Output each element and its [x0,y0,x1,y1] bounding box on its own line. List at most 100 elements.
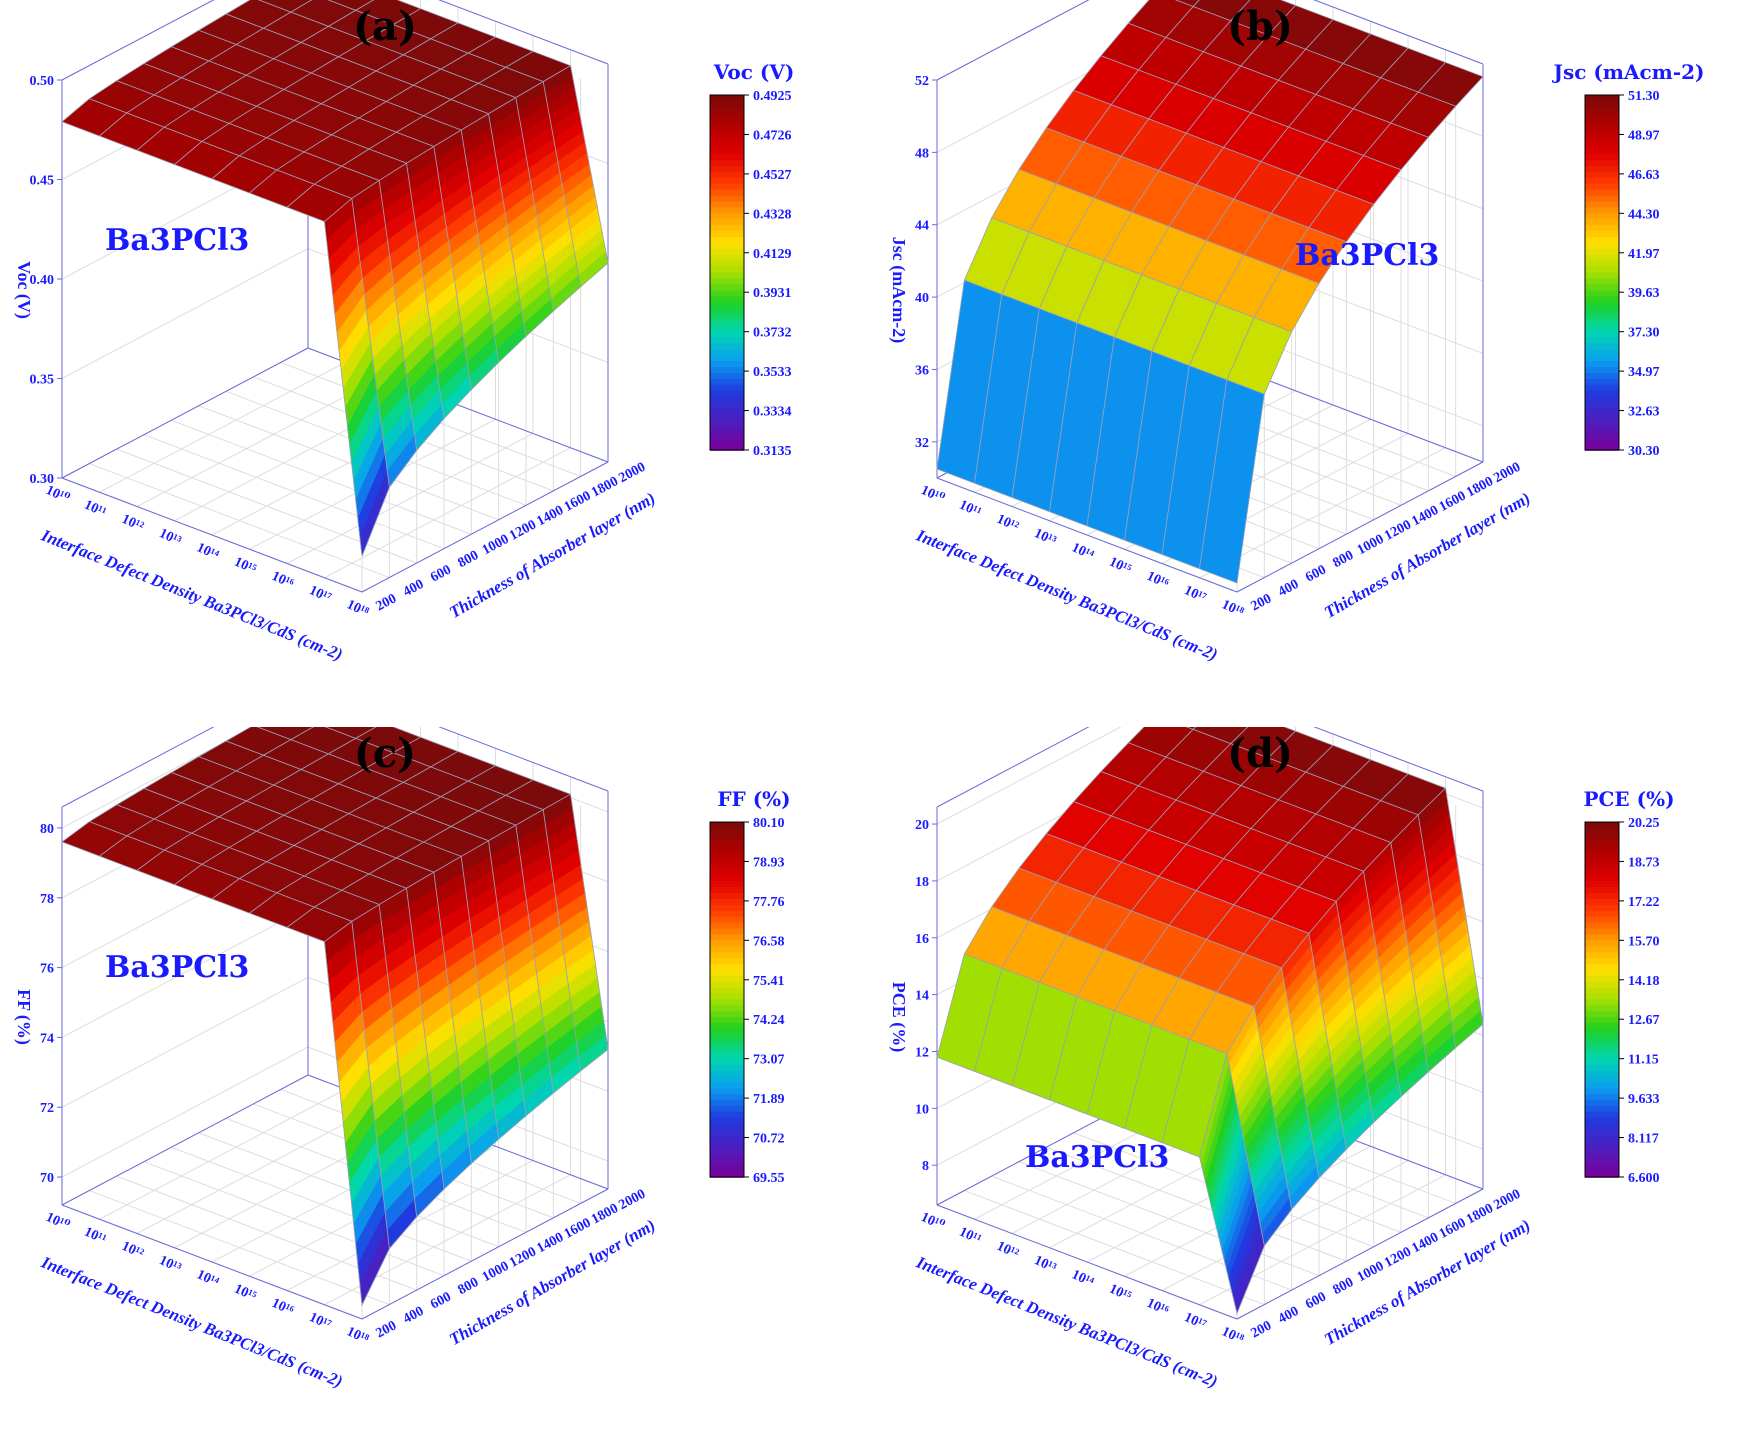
colorbar-tick-label: 75.41 [753,974,785,989]
y-tick-label: 200 [1249,1318,1275,1341]
chart-panel-b: 32 36 40 44 48 52 10¹⁰ 10¹¹ 10¹² 10¹³ 10¹⁴ 10¹⁵ 10¹⁶… [875,0,1750,727]
colorbar-band [1585,898,1619,906]
z-tick-label: 48 [915,146,929,161]
x-tick-label: 10¹³ [1032,1253,1059,1276]
colorbar-tick-label: 77.76 [753,895,785,910]
floor-gridline [143,1161,445,1277]
x-tick-label: 10¹¹ [82,498,109,521]
colorbar-band [1585,1135,1619,1143]
colorbar-band [710,284,744,292]
frame-edge [1313,0,1484,65]
y-tick-label: 1000 [1355,1259,1387,1285]
floor-gridline [99,361,346,493]
colorbar-band [710,325,744,333]
colorbar-tick-label: 11.15 [1628,1053,1659,1068]
colorbar-title: FF (%) [717,787,790,811]
colorbar-band [710,95,744,102]
z-tick-label: 44 [915,219,929,234]
colorbar-band [710,1123,744,1131]
z-tick-label: 78 [40,892,54,907]
colorbar-band [710,308,744,315]
colorbar-band [710,922,744,930]
colorbar-band [710,845,744,853]
colorbar-band [710,166,744,173]
colorbar-title: Jsc (mAcm-2) [1551,60,1704,84]
frame-edge [361,1188,609,1320]
surface-mesh [324,197,390,557]
colorbar-band [1585,934,1619,942]
colorbar-tick-label: 6.600 [1628,1171,1660,1186]
x-tick-label: 10¹⁴ [194,1267,221,1290]
colorbar-band [1585,337,1619,345]
floor-gridline [1018,1161,1320,1277]
z-tick-label: 40 [915,291,929,306]
colorbar-band [1585,248,1619,256]
chart-panel-d: 8 10 12 14 16 18 20 10¹⁰ 10¹¹ 10¹² 10¹³ 10¹⁴ 10¹⁵ 10¹… [875,727,1750,1454]
colorbar-band [1585,1040,1619,1048]
colorbar-band [710,987,744,995]
floor-gridline [286,1160,534,1291]
floor-gridline [89,1190,390,1306]
colorbar-band [710,1040,744,1048]
colorbar-band [1585,1165,1619,1172]
colorbar-band [1585,946,1619,953]
surface-plot-c: 70 72 74 76 78 80 10¹⁰ 10¹¹ 10¹² 10¹³ 10¹⁴ 10¹⁵ 10¹⁶… [13,727,791,1391]
surface-plot-a: 0.30 0.35 0.40 0.45 0.50 10¹⁰ 10¹¹ 10¹² 10¹³ 10¹⁴… [13,0,795,664]
x-tick-label: 10¹⁷ [1182,1310,1209,1333]
y-tick-label: 200 [1249,591,1275,614]
colorbar-band [1585,958,1619,965]
z-tick-label: 74 [40,1031,54,1046]
x-axis-label: Interface Defect Density Ba3PCl3/CdS (cm… [913,1252,1220,1391]
colorbar-band [710,875,744,882]
x-tick-label: 10¹² [994,512,1021,535]
colorbar-band [1585,893,1619,900]
y-tick-label: 1800 [1464,1201,1496,1227]
floor-gridline [286,433,534,564]
colorbar-band [710,1135,744,1143]
y-tick-label: 1200 [507,517,539,543]
colorbar-band [710,1064,744,1072]
floor-gridline [324,447,571,579]
colorbar-tick-label: 44.30 [1628,207,1660,222]
colorbar-band [710,426,744,434]
frame-edge [438,727,609,792]
z-axis-label: PCE (%) [888,982,909,1053]
floor-gridline [1161,1160,1409,1291]
x-tick-label: 10¹⁴ [1069,540,1096,563]
z-tick-label: 76 [40,962,54,977]
y-tick-label: 2000 [1491,460,1523,486]
colorbar-band [710,898,744,906]
colorbar-band [1585,1023,1619,1030]
x-tick-label: 10¹⁸ [1219,597,1246,620]
colorbar-band [710,142,744,150]
panel-label: (d) [1227,730,1293,777]
colorbar-band [1585,390,1619,398]
z-tick-label: 52 [915,74,929,89]
colorbar-band [1585,319,1619,327]
colorbar-band [710,136,744,144]
colorbar-band [1585,242,1619,250]
colorbar-band [710,100,744,108]
frame-edge [61,1074,309,1206]
colorbar-band [710,225,744,232]
colorbar-tick-label: 70.72 [753,1132,785,1147]
colorbar-band [710,1165,744,1172]
colorbar-band [710,396,744,404]
colorbar-band [710,432,744,439]
colorbar-band [1585,290,1619,297]
frame-edge [61,477,363,593]
colorbar-band [1585,112,1619,120]
colorbar-band [1585,313,1619,321]
z-tick-label: 0.45 [30,174,55,189]
material-annotation: Ba3PCl3 [105,223,249,258]
colorbar-title: Voc (V) [713,60,795,84]
colorbar-band [710,112,744,120]
z-tick-label: 80 [40,822,54,837]
surface [61,727,609,1307]
colorbar-band [710,1141,744,1149]
colorbar-border [709,94,745,451]
colorbar-band [1585,106,1619,114]
y-tick-label: 1400 [1409,1230,1441,1256]
colorbar-band [1585,851,1619,859]
material-annotation: Ba3PCl3 [105,950,249,985]
